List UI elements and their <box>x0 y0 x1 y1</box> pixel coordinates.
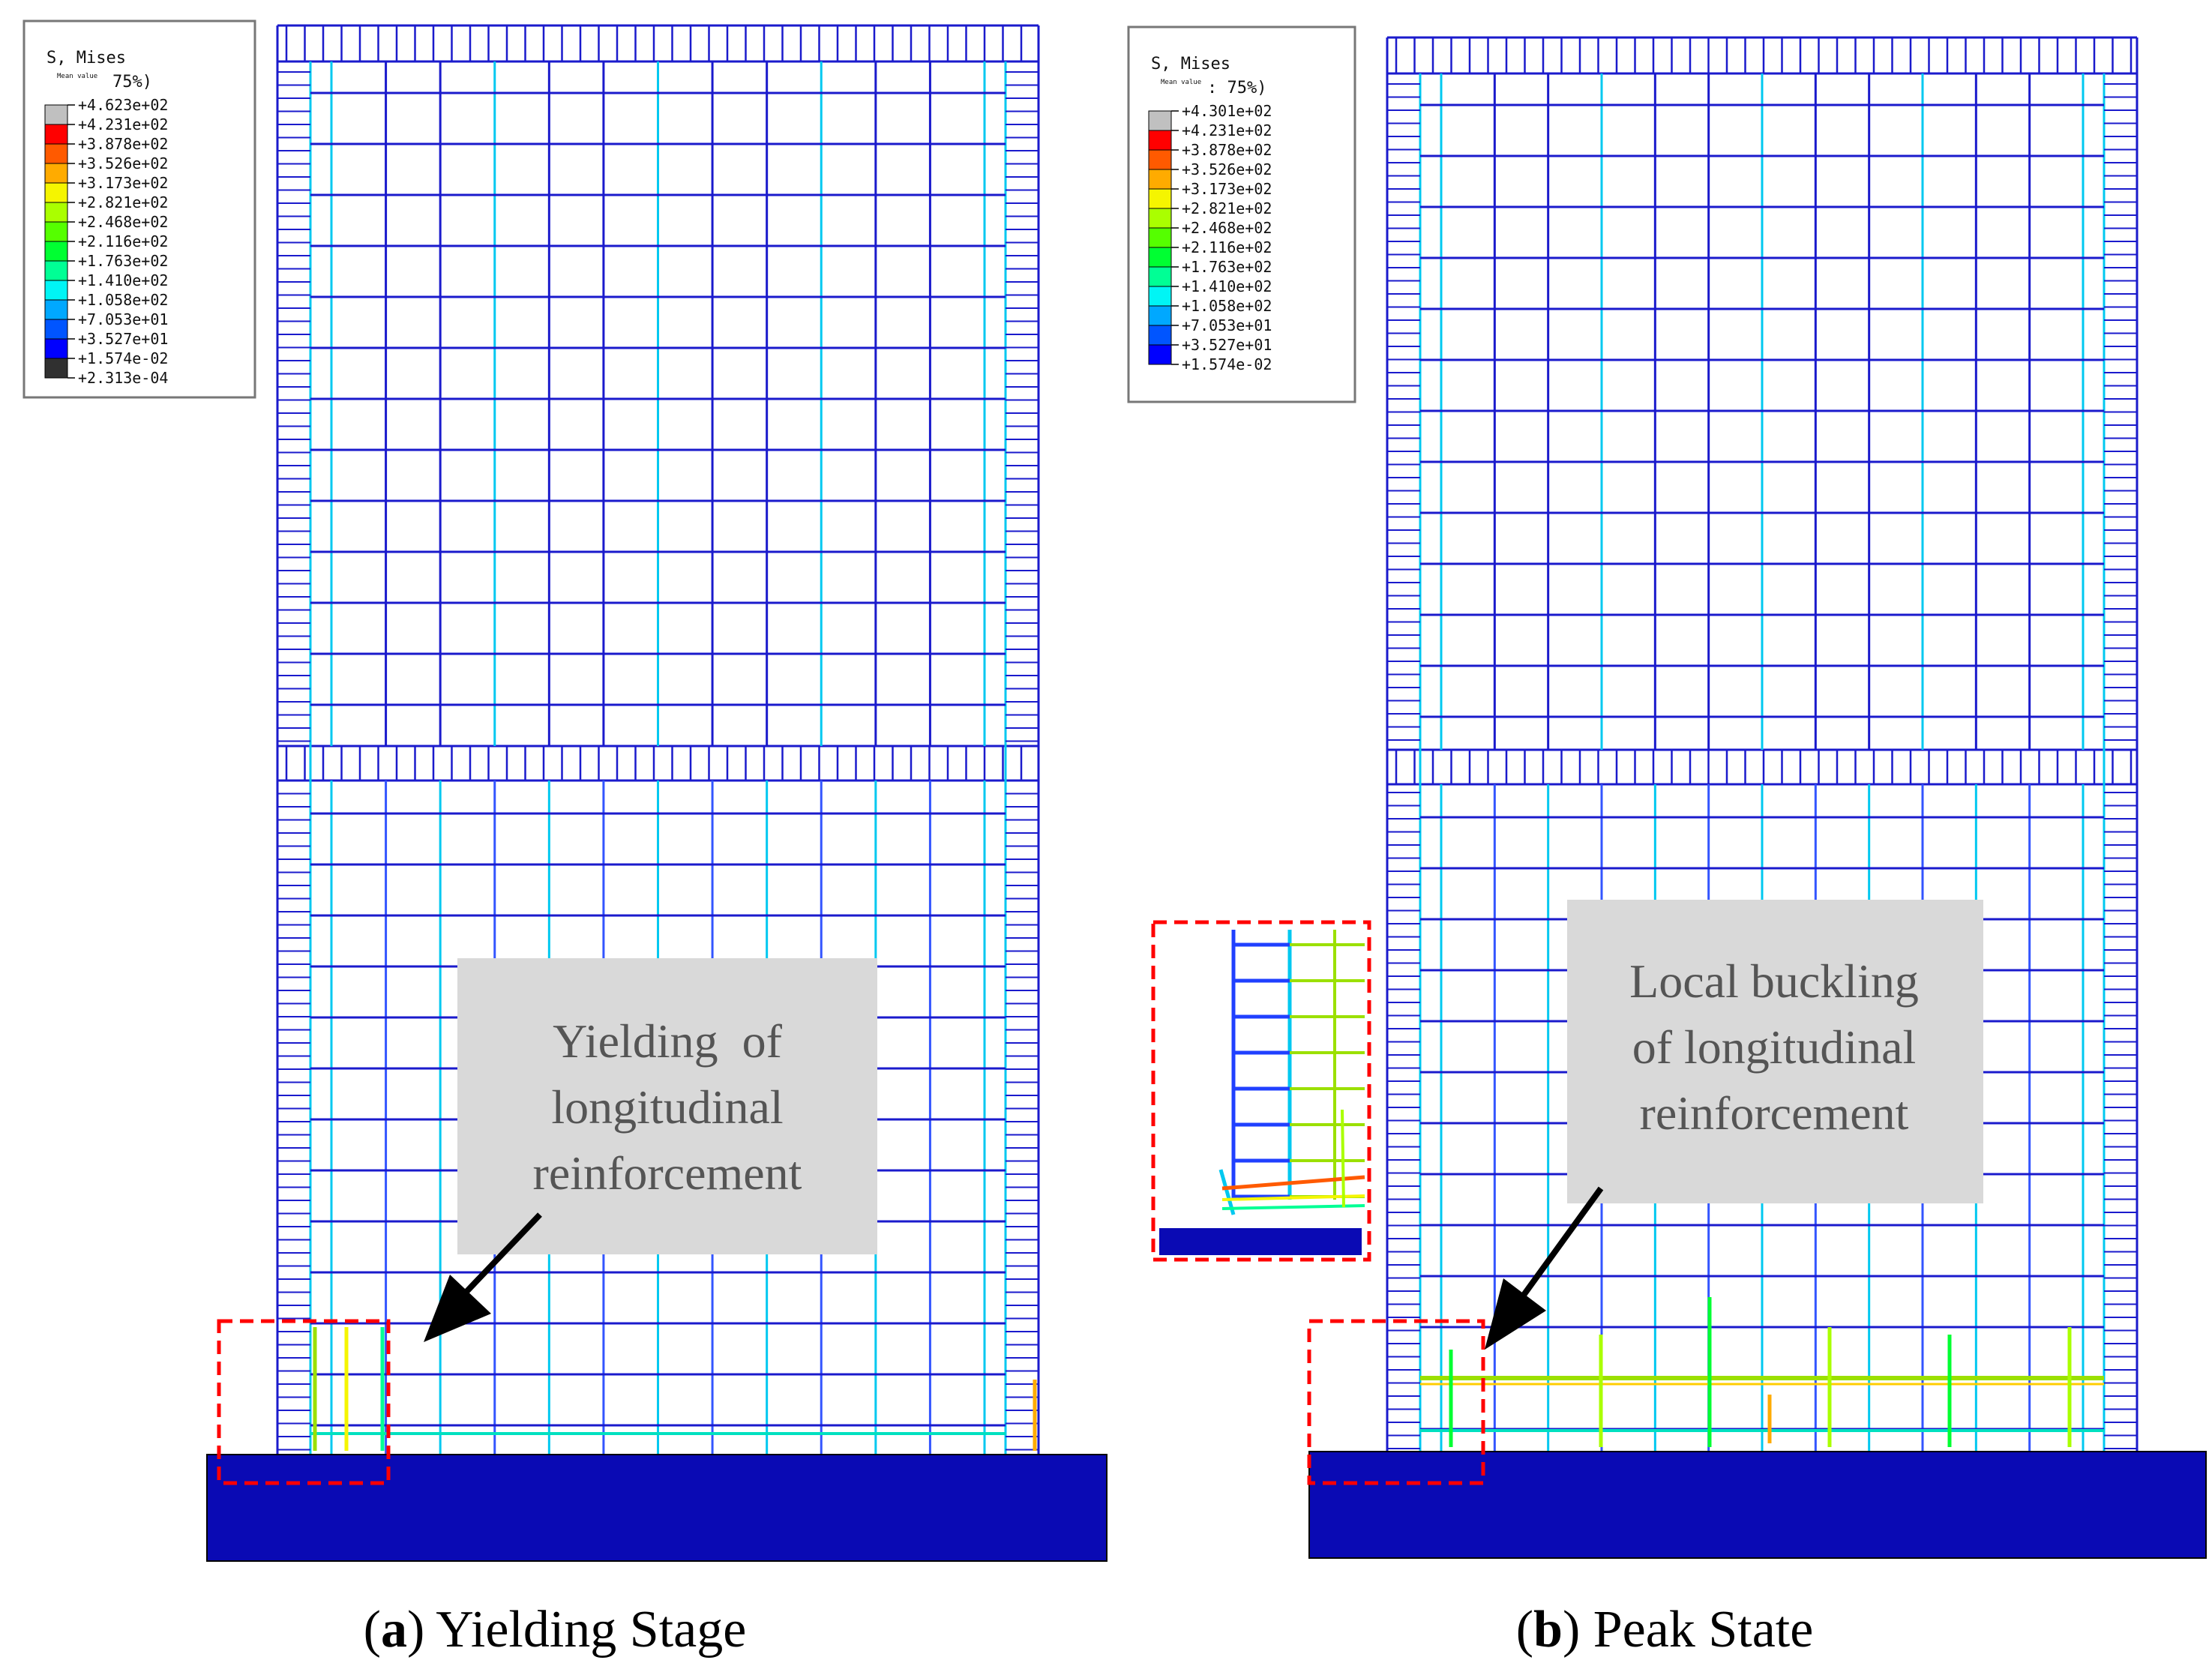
inset-rebar-segment <box>1341 1109 1345 1208</box>
legend-swatch <box>1148 188 1172 209</box>
legend-value-label: +3.878e+02 <box>78 135 168 153</box>
panel-b-caption: (b) Peak State <box>1516 1601 1814 1659</box>
legend-swatch <box>44 241 68 262</box>
panel-b-arrow <box>1485 1186 1604 1350</box>
legend-swatch <box>1148 344 1172 365</box>
legend-swatch <box>44 260 68 281</box>
legend-a-percentile: 75%) <box>112 73 152 91</box>
legend-swatch <box>44 124 68 145</box>
legend-value-label: +3.878e+02 <box>1182 141 1272 159</box>
inset-highlight-border <box>1151 920 1371 1262</box>
legend-swatch <box>44 221 68 242</box>
legend-value-label: +3.173e+02 <box>78 174 168 192</box>
legend-value-label: +2.821e+02 <box>78 193 168 211</box>
legend-swatch <box>1148 130 1172 151</box>
panel-b-highlight-box <box>1307 1319 1485 1485</box>
legend-value-label: +7.053e+01 <box>1182 316 1272 334</box>
legend-value-label: +2.116e+02 <box>1182 238 1272 256</box>
inset-rebar-segment <box>1221 1204 1365 1210</box>
panel-a-caption: (a) Yielding Stage <box>364 1601 747 1659</box>
legend-value-label: +1.763e+02 <box>78 252 168 270</box>
legend-value-label: +3.527e+01 <box>1182 336 1272 354</box>
legend-swatch <box>1148 208 1172 229</box>
legend-value-label: +4.231e+02 <box>1182 121 1272 139</box>
legend-swatch <box>1148 325 1172 346</box>
legend-swatch <box>1148 169 1172 190</box>
legend-swatch <box>44 338 68 359</box>
panel-a-legend: S, Mises Mean value 75%) +4.623e+02+4.23… <box>22 19 256 399</box>
legend-value-label: +4.231e+02 <box>78 115 168 133</box>
legend-value-label: +3.526e+02 <box>78 154 168 172</box>
legend-value-label: +1.058e+02 <box>1182 297 1272 315</box>
panel-a-annotation-line-2: longitudinal <box>551 1080 783 1134</box>
panel-b-foundation-block <box>1308 1451 2207 1559</box>
legend-value-label: +1.058e+02 <box>78 291 168 309</box>
panel-b-annotation-line-3: reinforcement <box>1640 1086 1909 1140</box>
legend-swatch <box>1148 305 1172 326</box>
panel-a-rebar-cage <box>276 24 1040 1455</box>
panel-a-highlight-box <box>217 1319 391 1485</box>
legend-swatch <box>44 358 68 379</box>
legend-value-label: +7.053e+01 <box>78 310 168 328</box>
panel-b-annotation-line-1: Local buckling <box>1629 954 1919 1008</box>
legend-value-label: +2.313e-04 <box>78 369 168 387</box>
panel-b-caption-letter: b <box>1533 1601 1563 1659</box>
panel-a-foundation-block <box>206 1454 1107 1562</box>
legend-swatch <box>1148 149 1172 170</box>
inset-rebar-segment <box>1221 1175 1365 1191</box>
panel-a-annotation-line-1: Yielding of <box>553 1014 782 1068</box>
legend-value-label: +1.763e+02 <box>1182 258 1272 276</box>
legend-b-subtitle: Mean value <box>1161 79 1201 86</box>
panel-b-rebar-cage <box>1386 36 2139 1452</box>
legend-swatch <box>44 280 68 301</box>
legend-swatch <box>1148 247 1172 268</box>
panel-b-annotation: Local buckling of longitudinal reinforce… <box>1567 900 1983 1203</box>
legend-value-label: +1.574e-02 <box>78 349 168 367</box>
legend-value-label: +3.526e+02 <box>1182 160 1272 178</box>
legend-value-label: +2.468e+02 <box>1182 219 1272 237</box>
inset-rebar-segment <box>1221 1194 1365 1201</box>
legend-value-label: +2.468e+02 <box>78 213 168 231</box>
legend-a-title: S, Mises <box>46 49 126 67</box>
legend-swatch <box>44 202 68 223</box>
legend-a-subtitle: Mean value <box>57 73 97 80</box>
legend-swatch <box>44 299 68 320</box>
legend-swatch <box>1148 286 1172 307</box>
legend-value-label: +1.410e+02 <box>1182 277 1272 295</box>
panel-a-annotation-line-3: reinforcement <box>533 1146 802 1200</box>
legend-b-percentile: : 75%) <box>1207 79 1266 97</box>
panel-a-arrow <box>424 1212 542 1342</box>
legend-swatch <box>44 319 68 340</box>
legend-value-label: +3.173e+02 <box>1182 180 1272 198</box>
legend-swatch <box>1148 227 1172 248</box>
panel-b-peak-state: S, Mises Mean value : 75%) +4.301e+02+4.… <box>1127 25 2207 1659</box>
panel-a-yielding-stage: S, Mises Mean value 75%) +4.623e+02+4.23… <box>22 19 1107 1659</box>
legend-value-label: +4.301e+02 <box>1182 102 1272 120</box>
panel-b-caption-text: Peak State <box>1580 1601 1813 1659</box>
legend-b-title: S, Mises <box>1151 55 1230 73</box>
panel-a-caption-letter: a <box>381 1601 407 1659</box>
legend-value-label: +2.821e+02 <box>1182 199 1272 217</box>
legend-value-label: +2.116e+02 <box>78 232 168 250</box>
legend-swatch <box>1148 110 1172 131</box>
panel-a-caption-text: Yielding Stage <box>424 1601 746 1659</box>
panel-b-zoom-inset <box>1151 920 1371 1262</box>
legend-swatch <box>44 163 68 184</box>
panel-b-legend: S, Mises Mean value : 75%) +4.301e+02+4.… <box>1127 25 1356 403</box>
legend-swatch <box>1148 266 1172 287</box>
legend-value-label: +3.527e+01 <box>78 330 168 348</box>
inset-foundation <box>1159 1228 1362 1255</box>
legend-value-label: +1.410e+02 <box>78 271 168 289</box>
panel-b-annotation-line-2: of longitudinal <box>1632 1020 1917 1074</box>
legend-swatch <box>44 182 68 203</box>
panel-a-annotation: Yielding of longitudinal reinforcement <box>457 958 877 1254</box>
legend-swatch <box>44 104 68 125</box>
legend-value-label: +1.574e-02 <box>1182 355 1272 373</box>
legend-value-label: +4.623e+02 <box>78 96 168 114</box>
legend-swatch <box>44 143 68 164</box>
